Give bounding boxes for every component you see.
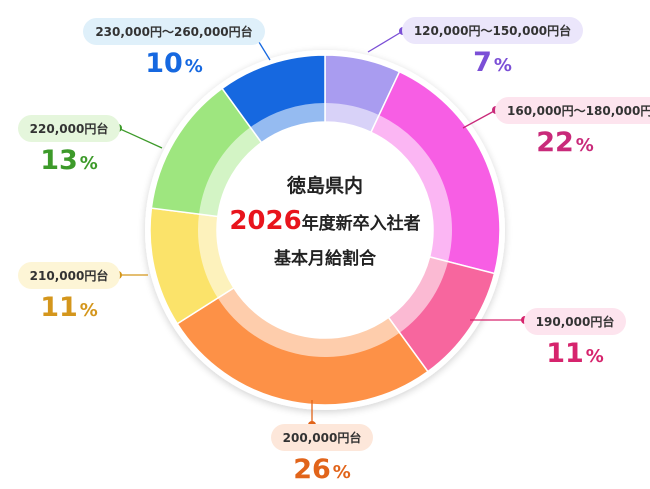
callout-120-000-150-000: 120,000円～150,000円台 7% <box>400 17 585 82</box>
center-line-2-rest: 年度新卒入社者 <box>301 214 421 234</box>
leader-line-220-000 <box>117 127 163 149</box>
callout-220-000: 220,000円台 13% <box>14 115 124 180</box>
value-percent-sign: % <box>585 346 604 367</box>
value-number: 11 <box>40 292 78 323</box>
slice-inner-band-120-000-150-000 <box>325 103 380 133</box>
slice-inner-band-210-000 <box>198 214 234 299</box>
value-percent-sign: % <box>79 153 98 174</box>
leader-line-120-000-150-000 <box>367 30 404 53</box>
center-line-3: 基本月給割合 <box>274 249 376 269</box>
center-year: 2026 <box>229 206 302 236</box>
value-number: 22 <box>536 127 574 158</box>
callout-category-120-000-150-000: 120,000円～150,000円台 <box>401 17 584 44</box>
slice-inner-band-220-000 <box>199 127 262 217</box>
value-percent-sign: % <box>493 55 512 76</box>
value-percent-sign: % <box>79 300 98 321</box>
value-number: 13 <box>40 145 78 176</box>
value-percent-sign: % <box>332 462 351 483</box>
callout-value-200-000: 26% <box>262 454 382 489</box>
leader-line-160-000-180-000 <box>462 109 497 129</box>
value-number: 26 <box>293 454 331 485</box>
callout-230-000-260-000: 230,000円～260,000円台 10% <box>74 18 274 83</box>
callout-210-000: 210,000円台 11% <box>14 262 124 327</box>
value-percent-sign: % <box>575 135 594 156</box>
callout-category-210-000: 210,000円台 <box>17 262 121 289</box>
callout-value-210-000: 11% <box>14 292 124 327</box>
callout-value-160-000-180-000: 22% <box>495 127 635 162</box>
callout-190-000: 190,000円台 11% <box>520 308 630 373</box>
callout-value-230-000-260-000: 10% <box>74 48 274 83</box>
callout-value-190-000: 11% <box>520 338 630 373</box>
callout-category-160-000-180-000: 160,000円～180,000円台 <box>495 97 650 124</box>
callout-200-000: 200,000円台 26% <box>262 424 382 489</box>
donut-hole <box>217 122 433 338</box>
callout-category-190-000: 190,000円台 <box>523 308 627 335</box>
value-number: 7 <box>473 47 492 78</box>
chart-center-title: 徳島県内 2026年度新卒入社者 基本月給割合 <box>200 165 450 295</box>
value-percent-sign: % <box>184 56 203 77</box>
center-line-2: 2026年度新卒入社者 <box>200 206 450 236</box>
value-number: 10 <box>145 48 183 79</box>
callout-160-000-180-000: 160,000円～180,000円台 22% <box>495 97 650 162</box>
value-number: 11 <box>546 338 584 369</box>
slice-inner-band-160-000-180-000 <box>370 115 453 262</box>
callout-category-200-000: 200,000円台 <box>270 424 374 451</box>
callout-category-230-000-260-000: 230,000円～260,000円台 <box>83 18 265 45</box>
callout-value-120-000-150-000: 7% <box>400 47 585 82</box>
slice-inner-band-190-000 <box>388 256 449 333</box>
callout-value-220-000: 13% <box>14 145 124 180</box>
slice-inner-band-230-000-260-000 <box>250 103 325 143</box>
center-line-1: 徳島県内 <box>286 175 363 197</box>
slice-inner-band-200-000 <box>217 287 400 357</box>
callout-category-220-000: 220,000円台 <box>17 115 121 142</box>
